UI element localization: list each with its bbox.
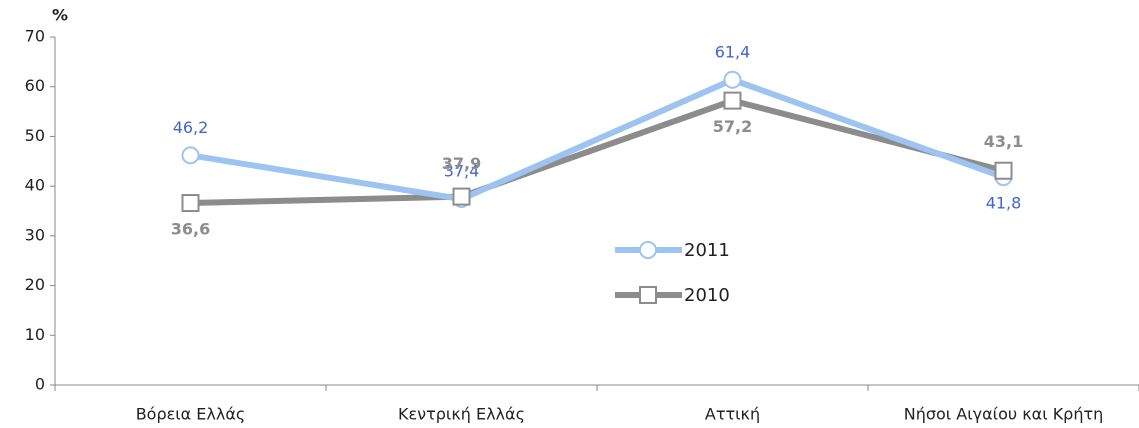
legend-marker	[639, 286, 657, 304]
data-label: 41,8	[986, 194, 1022, 213]
data-label: 37,4	[444, 162, 480, 181]
x-tick-label: Νήσοι Αιγαίου και Κρήτη	[904, 405, 1104, 424]
y-tick-label: 50	[25, 126, 45, 145]
data-label: 61,4	[715, 42, 751, 61]
legend-marker	[639, 241, 657, 259]
x-tick-label: Βόρεια Ελλάς	[136, 405, 246, 424]
point-marker	[723, 91, 742, 110]
data-label: 57,2	[713, 117, 752, 136]
data-label: 36,6	[171, 220, 210, 239]
data-label: 37,9	[442, 154, 481, 173]
y-tick-label: 20	[25, 275, 45, 294]
y-axis-label: %	[52, 6, 68, 25]
point-marker	[181, 146, 200, 165]
point-marker	[723, 70, 742, 89]
y-tick-label: 60	[25, 76, 45, 95]
y-tick-label: 10	[25, 325, 45, 344]
data-label: 43,1	[984, 132, 1023, 151]
data-label: 46,2	[173, 118, 209, 137]
y-tick-label: 70	[25, 27, 45, 46]
y-tick-label: 30	[25, 225, 45, 244]
legend-label: 2010	[684, 285, 730, 306]
y-tick-label: 40	[25, 176, 45, 195]
x-tick-label: Κεντρική Ελλάς	[398, 405, 525, 424]
series-line	[190, 97, 1005, 207]
point-marker	[181, 194, 200, 213]
point-marker	[994, 161, 1013, 180]
series-line	[190, 76, 1005, 203]
legend-label: 2011	[684, 240, 730, 261]
point-marker	[452, 187, 471, 206]
y-tick-label: 0	[35, 375, 45, 394]
x-tick-label: Αττική	[705, 405, 760, 424]
